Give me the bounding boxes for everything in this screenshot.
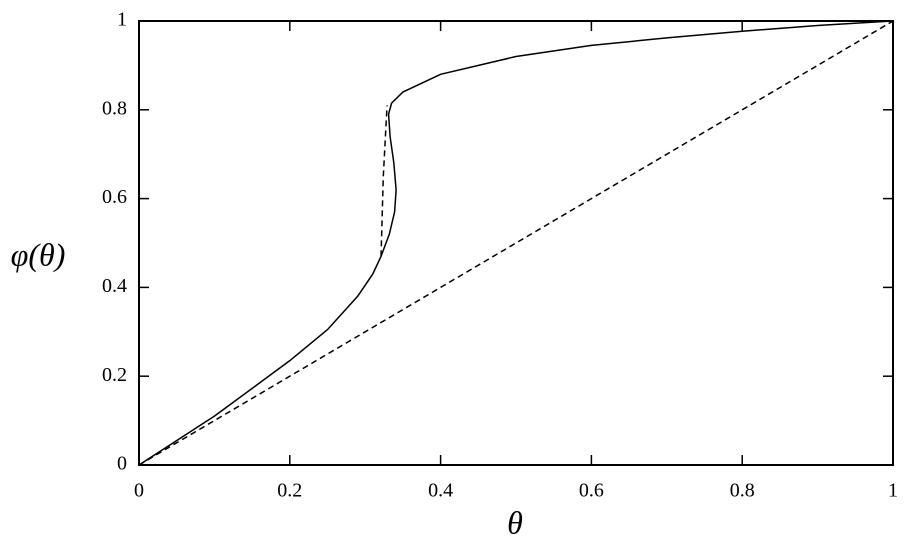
x-tick-label: 1	[888, 480, 898, 502]
y-tick-label: 0.4	[102, 275, 127, 297]
y-tick-label: 1	[117, 9, 127, 31]
y-tick-label: 0.2	[102, 364, 127, 386]
x-tick-label: 0.8	[730, 480, 755, 502]
plot-frame	[138, 20, 894, 466]
x-tick-label: 0	[134, 480, 144, 502]
y-tick-label: 0	[117, 453, 127, 475]
data-line	[380, 105, 388, 257]
x-tick-label: 0.2	[277, 480, 302, 502]
y-axis-label: φ(θ)	[11, 236, 66, 272]
data-line	[138, 20, 894, 466]
x-tick-label: 0.4	[428, 480, 453, 502]
x-axis-label: θ	[507, 504, 523, 540]
y-tick-label: 0.6	[102, 186, 127, 208]
x-tick-label: 0.6	[579, 480, 604, 502]
y-tick-label: 0.8	[102, 97, 127, 119]
data-line	[138, 20, 894, 466]
